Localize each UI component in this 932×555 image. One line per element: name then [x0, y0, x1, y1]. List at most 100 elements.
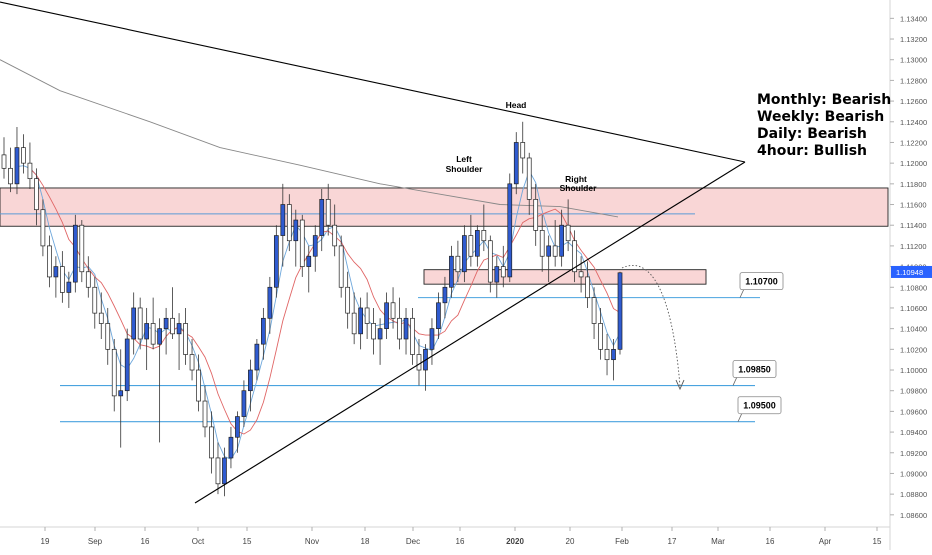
candle-body: [416, 354, 422, 371]
candle-body: [559, 224, 564, 257]
bias-4hour: 4hour: Bullish: [757, 143, 868, 159]
candle-body: [34, 178, 39, 211]
x-tick-label: 20: [566, 537, 575, 546]
candle-body: [286, 204, 292, 242]
x-tick-label: Mar: [711, 537, 725, 546]
x-tick-label: Apr: [819, 537, 832, 546]
fast-moving-average: [16, 165, 621, 460]
y-tick-label: 1.10000: [900, 366, 927, 375]
candle-body: [533, 199, 539, 231]
y-tick-label: 1.12600: [900, 97, 927, 106]
upper-resistance-zone: [0, 187, 889, 227]
y-tick-label: 1.10600: [900, 304, 927, 313]
candle-body: [513, 142, 519, 185]
pattern-label-head: Head: [506, 100, 527, 110]
candles: [1, 121, 623, 497]
y-tick-label: 1.11800: [900, 180, 927, 189]
candle-body: [598, 323, 603, 350]
projected-path: [621, 265, 681, 387]
candle-body: [53, 266, 59, 278]
y-tick-label: 1.10200: [900, 345, 927, 354]
candle-body: [60, 266, 65, 293]
bias-daily: Daily: Bearish: [757, 126, 867, 142]
x-tick-label: 16: [456, 537, 465, 546]
y-tick-label: 1.08800: [900, 490, 927, 499]
pattern-label-left-shoulder-1: Left: [456, 154, 472, 164]
y-tick-label: 1.09600: [900, 407, 927, 416]
candle-body: [397, 317, 402, 340]
y-tick-label: 1.12400: [900, 118, 927, 127]
candle-body: [384, 302, 389, 329]
candle-body: [293, 219, 299, 242]
candle-body: [40, 209, 46, 247]
candle-body: [66, 281, 72, 293]
candle-body: [390, 302, 396, 319]
level-callout-label: 1.10700: [745, 277, 778, 287]
candle-body: [494, 266, 500, 283]
candle-body: [196, 369, 201, 402]
levels: 1.10700 1.09850 1.09500: [60, 272, 784, 423]
candle-body: [215, 457, 221, 485]
y-tick-label: 1.09800: [900, 387, 927, 396]
y-tick-label: 1.11200: [900, 242, 927, 251]
candle-body: [487, 240, 493, 283]
candle-body: [170, 317, 175, 335]
candle-body: [144, 323, 150, 340]
candle-body: [429, 328, 435, 350]
level-callout-label: 1.09850: [738, 365, 771, 375]
bias-monthly: Monthly: Bearish: [757, 92, 892, 108]
candle-body: [8, 167, 13, 185]
candle-body: [332, 224, 338, 247]
candle-body: [306, 255, 312, 267]
candle-body: [578, 271, 584, 278]
y-tick-label: 1.09000: [900, 469, 927, 478]
candle-body: [351, 312, 357, 335]
candle-body: [526, 157, 532, 200]
candle-body: [442, 286, 448, 304]
candle-body: [617, 272, 623, 350]
pattern-label-left-shoulder-2: Shoulder: [446, 164, 484, 174]
slow-moving-average: [29, 167, 621, 435]
y-tick-label: 1.13400: [900, 14, 927, 23]
y-tick-label: 1.13000: [900, 56, 927, 65]
candle-body: [241, 390, 247, 417]
pattern-label-right-shoulder-2: Shoulder: [560, 183, 598, 193]
candle-body: [183, 323, 188, 355]
level-callout-box: [739, 272, 784, 291]
candle-body: [280, 204, 286, 236]
candle-body: [267, 286, 273, 319]
zones: [0, 187, 889, 285]
candle-body: [228, 436, 234, 459]
candle-body: [572, 240, 577, 273]
x-tick-label: 16: [766, 537, 775, 546]
x-tick-label: 2020: [506, 537, 524, 546]
candle-body: [202, 400, 208, 428]
candle-body: [507, 183, 513, 278]
candle-body: [565, 224, 571, 242]
x-tick-label: 17: [668, 537, 677, 546]
y-tick-label: 1.12200: [900, 138, 927, 147]
candle-body: [377, 328, 383, 340]
candle-body: [481, 230, 487, 242]
candle-body: [163, 317, 169, 329]
candle-body: [131, 307, 137, 340]
candle-body: [591, 297, 597, 324]
candle-body: [1, 154, 7, 169]
candle-body: [176, 323, 182, 335]
candle-body: [371, 323, 376, 340]
candle-body: [137, 307, 143, 340]
candle-body: [552, 245, 558, 257]
candle-body: [261, 317, 266, 345]
candle-body: [254, 343, 260, 371]
moving-averages: [0, 59, 621, 460]
candle-body: [124, 338, 130, 392]
candle-body: [474, 230, 480, 257]
x-tick-label: 15: [873, 537, 882, 546]
candle-body: [27, 162, 33, 180]
y-tick-label: 1.12800: [900, 76, 927, 85]
candle-body: [312, 235, 318, 257]
candle-body: [319, 199, 325, 236]
